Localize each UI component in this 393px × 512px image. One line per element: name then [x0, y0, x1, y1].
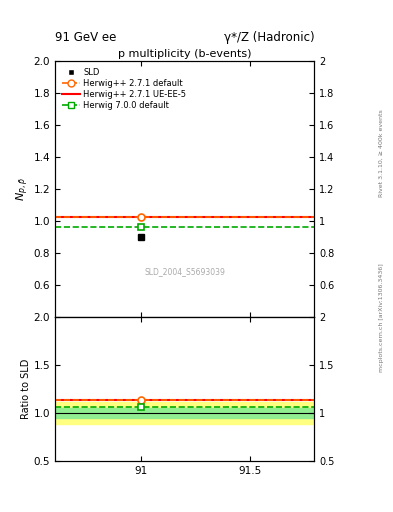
Legend: SLD, Herwig++ 2.7.1 default, Herwig++ 2.7.1 UE-EE-5, Herwig 7.0.0 default: SLD, Herwig++ 2.7.1 default, Herwig++ 2.…	[59, 66, 189, 113]
Text: SLD_2004_S5693039: SLD_2004_S5693039	[144, 267, 225, 276]
Y-axis label: Ratio to SLD: Ratio to SLD	[21, 359, 31, 419]
Y-axis label: $N_{p,\bar{p}}$: $N_{p,\bar{p}}$	[15, 178, 31, 201]
Bar	[55, 402, 314, 424]
Text: 91 GeV ee: 91 GeV ee	[55, 31, 116, 44]
Text: γ*/Z (Hadronic): γ*/Z (Hadronic)	[224, 31, 314, 44]
Text: p multiplicity (b-events): p multiplicity (b-events)	[118, 49, 252, 59]
Text: Rivet 3.1.10, ≥ 400k events: Rivet 3.1.10, ≥ 400k events	[379, 110, 384, 198]
Text: mcplots.cern.ch [arXiv:1306.3436]: mcplots.cern.ch [arXiv:1306.3436]	[379, 263, 384, 372]
Bar	[55, 408, 314, 418]
